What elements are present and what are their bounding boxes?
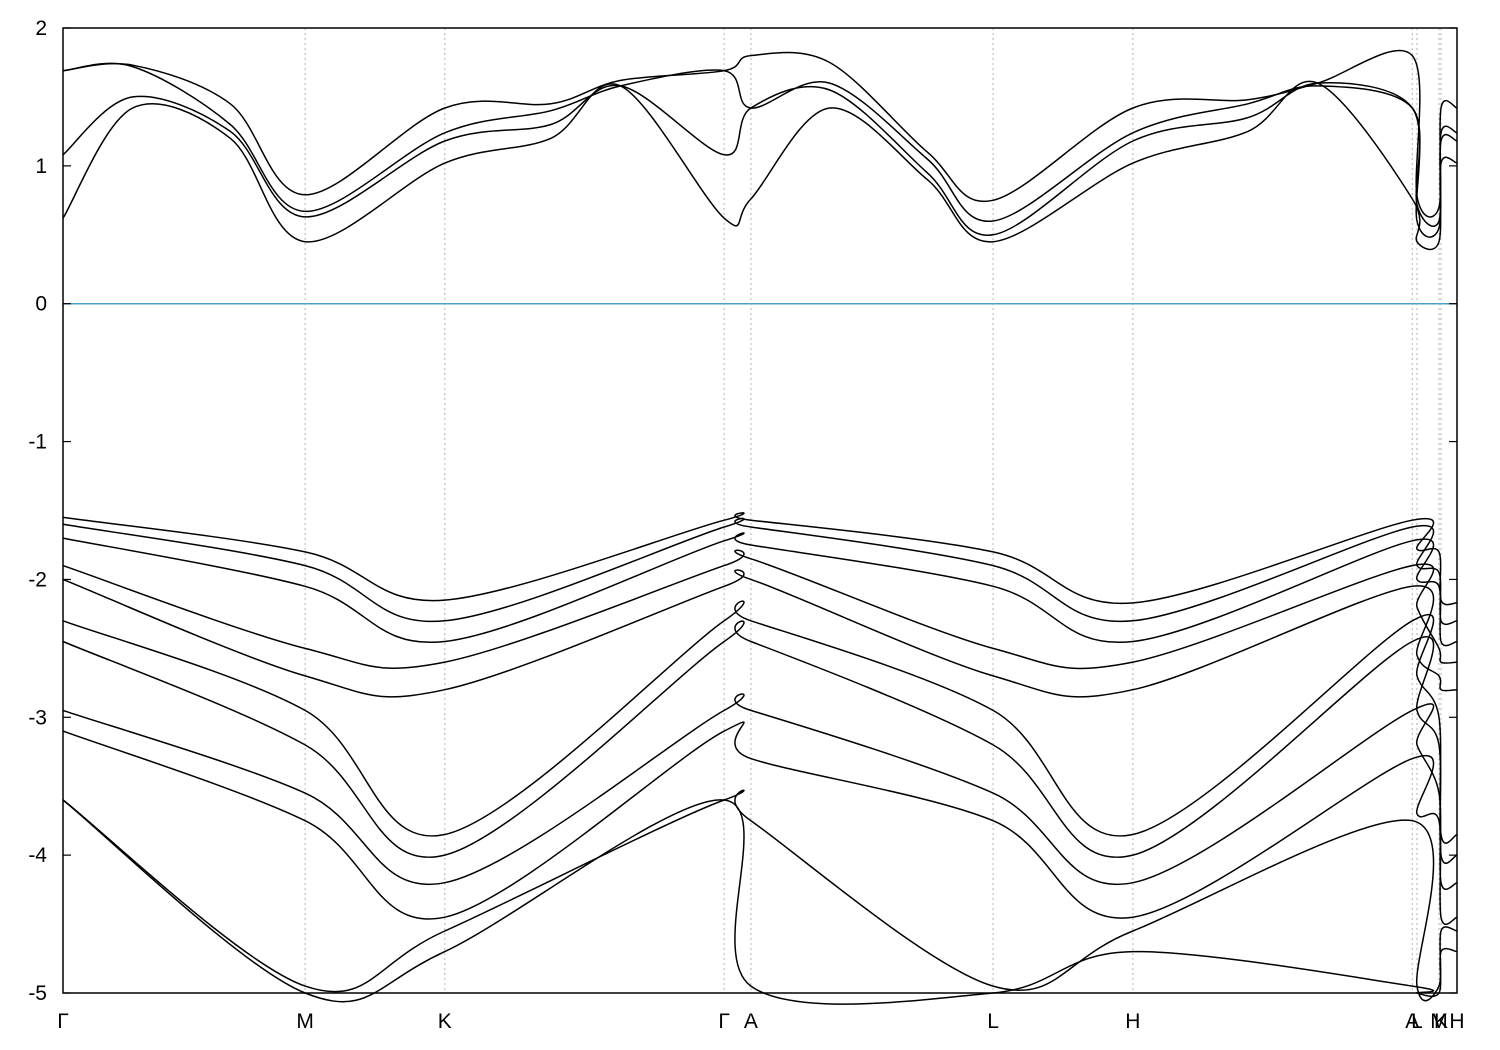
x-tick-label: H bbox=[1125, 1010, 1140, 1033]
band-line-13 bbox=[62, 721, 1458, 926]
band-line-2 bbox=[62, 62, 1458, 227]
x-tick-label: M bbox=[1430, 1010, 1448, 1033]
band-line-8 bbox=[62, 549, 1458, 670]
band-line-11 bbox=[62, 620, 1458, 864]
band-line-9 bbox=[62, 569, 1458, 698]
y-tick-label: -4 bbox=[28, 844, 47, 867]
y-tick-label: -5 bbox=[28, 982, 47, 1005]
labels-layer: 210-1-2-3-4-5Γ M K Γ A L H AL MK H bbox=[28, 17, 1464, 1033]
band-line-7 bbox=[62, 532, 1458, 647]
x-tick-label: H bbox=[1449, 1010, 1464, 1033]
bands-layer bbox=[62, 49, 1458, 1005]
band-line-12 bbox=[62, 693, 1458, 890]
x-tick-label: Γ bbox=[57, 1010, 69, 1033]
x-tick-label: Γ bbox=[718, 1010, 730, 1033]
x-tick-label: K bbox=[438, 1010, 452, 1033]
grid-layer bbox=[304, 28, 1442, 993]
y-tick-label: 0 bbox=[35, 293, 47, 316]
y-tick-label: -2 bbox=[28, 568, 47, 591]
band-line-15 bbox=[62, 799, 1458, 1005]
x-tick-label: M bbox=[296, 1010, 314, 1033]
x-tick-label: K bbox=[1434, 1010, 1448, 1033]
band-line-10 bbox=[62, 600, 1458, 844]
y-tick-label: -1 bbox=[28, 431, 47, 454]
ticks-layer bbox=[63, 27, 1457, 994]
y-tick-label: 2 bbox=[35, 17, 47, 40]
x-tick-label: A bbox=[1405, 1010, 1419, 1033]
y-tick-label: 1 bbox=[35, 155, 47, 178]
plot-frame bbox=[62, 27, 1458, 994]
band-line-4 bbox=[62, 80, 1458, 251]
x-tick-label: L bbox=[987, 1010, 999, 1033]
y-tick-label: -3 bbox=[28, 706, 47, 729]
band-line-5 bbox=[62, 512, 1458, 606]
x-tick-label: L bbox=[1411, 1010, 1423, 1033]
band-line-3 bbox=[62, 82, 1458, 238]
x-tick-label: A bbox=[744, 1010, 758, 1033]
band-line-6 bbox=[62, 517, 1458, 626]
